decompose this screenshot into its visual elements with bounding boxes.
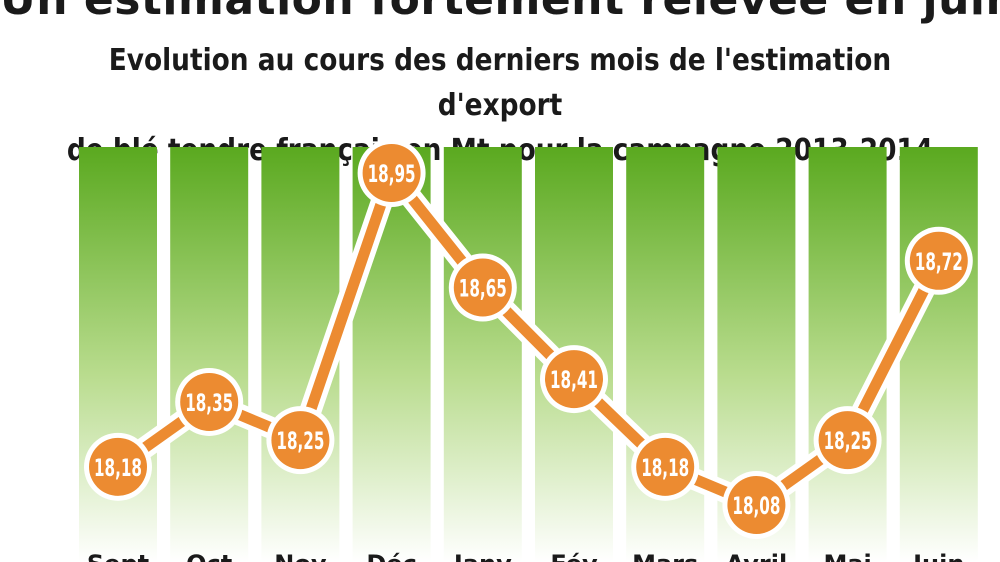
data-label-9: 18,72 (915, 248, 963, 276)
data-label-4: 18,65 (459, 274, 507, 302)
x-tick-label-9: Juin (911, 550, 964, 562)
column-backgrounds (79, 147, 978, 562)
x-tick-label-0: Sept (87, 550, 149, 562)
data-point-1 (180, 372, 239, 431)
data-point-0 (89, 437, 147, 496)
data-markers: 18,18 18,35 18,25 18,95 18,65 18,41 18,18 18,08… (84, 139, 973, 539)
data-label-8: 18,25 (824, 427, 872, 455)
x-axis-labels: Sept Oct Nov Déc Janv Fév Mars Avril Mai Juin (87, 550, 965, 562)
data-label-3: 18,95 (368, 160, 416, 188)
data-point-4 (453, 258, 512, 317)
x-tick-label-5: Fév (550, 550, 598, 562)
subtitle-line-1: Evolution au cours des derniers mois de … (108, 43, 892, 123)
data-point-8 (818, 411, 877, 470)
data-label-2: 18,25 (276, 427, 324, 455)
series-line-path (112, 167, 945, 511)
series-line (107, 162, 950, 516)
x-tick-label-6: Mars (632, 550, 698, 562)
data-label-7: 18,08 (732, 492, 780, 520)
data-point-3 (362, 144, 421, 202)
column-bg-1 (170, 147, 249, 562)
data-label-1: 18,35 (185, 389, 233, 417)
data-label-6: 18,18 (641, 454, 689, 482)
data-point-2 (271, 411, 330, 470)
x-tick-label-3: Déc (366, 550, 416, 562)
x-tick-label-1: Oct (186, 550, 232, 562)
data-point-9 (909, 231, 968, 290)
data-point-6 (636, 437, 695, 496)
column-bg-4 (443, 147, 522, 562)
data-label-5: 18,41 (550, 366, 598, 394)
data-point-5 (545, 350, 603, 409)
headline: Un estimation fortement relevée en juin (0, 0, 1000, 25)
data-point-7 (727, 476, 786, 534)
x-tick-label-7: Avril (726, 550, 788, 562)
column-bg-9 (899, 147, 978, 562)
column-bg-8 (808, 147, 887, 562)
x-tick-label-8: Mai (823, 550, 871, 562)
x-tick-label-4: Janv (452, 550, 512, 562)
x-tick-label-2: Nov (274, 550, 327, 562)
data-label-0: 18,18 (94, 454, 142, 482)
